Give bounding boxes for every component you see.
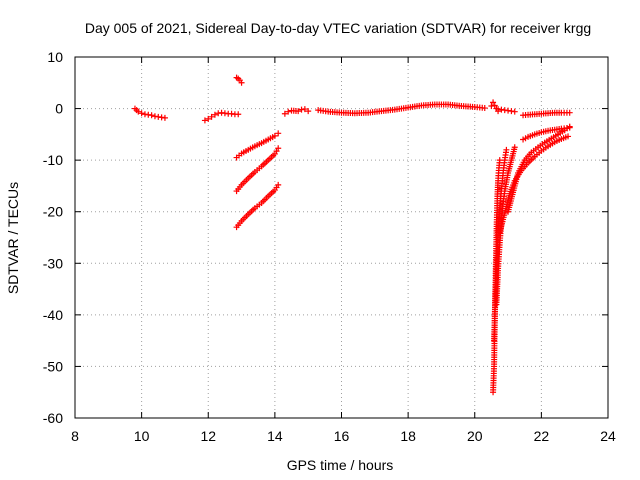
y-tick-label: -50 [43, 358, 63, 374]
x-tick-label: 10 [134, 428, 150, 444]
data-point [235, 111, 242, 118]
data-point [565, 133, 572, 140]
data-point [511, 144, 518, 151]
x-axis-label: GPS time / hours [287, 457, 394, 473]
data-point [271, 132, 278, 139]
data-point [138, 110, 145, 117]
data-point [503, 146, 510, 153]
data-point [566, 109, 573, 116]
x-tick-label: 8 [71, 428, 79, 444]
data-point [281, 110, 288, 117]
data-point [135, 108, 142, 115]
data-point [275, 181, 282, 188]
data-point [511, 108, 518, 115]
x-tick-label: 18 [400, 428, 416, 444]
y-tick-label: -40 [43, 307, 63, 323]
data-point [285, 108, 292, 115]
x-axis: 8 10 12 14 16 18 20 22 24 [71, 57, 616, 444]
data-point [205, 115, 212, 122]
data-point [148, 112, 155, 119]
data-point [566, 124, 573, 131]
data-point [490, 99, 497, 106]
y-tick-label: -30 [43, 255, 63, 271]
x-tick-label: 24 [600, 428, 616, 444]
y-tick-label: 0 [55, 101, 63, 117]
data-point [481, 105, 488, 112]
y-axis: 10 0 -10 -20 -30 -40 -50 -60 [43, 49, 608, 426]
data-point [201, 117, 208, 124]
y-tick-label: -10 [43, 152, 63, 168]
data-point [275, 130, 282, 137]
y-axis-label: SDTVAR / TECUs [5, 182, 21, 294]
data-point [301, 106, 308, 113]
data-points [131, 74, 573, 396]
y-tick-label: -20 [43, 204, 63, 220]
y-tick-label: 10 [47, 49, 63, 65]
data-point [295, 108, 302, 115]
y-tick-label: -60 [43, 410, 63, 426]
data-point [305, 108, 312, 115]
x-tick-label: 12 [200, 428, 216, 444]
x-tick-label: 14 [267, 428, 283, 444]
data-point [161, 114, 168, 121]
x-tick-label: 22 [534, 428, 550, 444]
data-point [275, 145, 282, 152]
x-tick-label: 16 [334, 428, 350, 444]
data-point [491, 102, 498, 109]
data-point [208, 113, 215, 120]
x-tick-label: 20 [467, 428, 483, 444]
data-point [238, 79, 245, 86]
chart-title: Day 005 of 2021, Sidereal Day-to-day VTE… [85, 20, 591, 36]
data-point [211, 111, 218, 118]
